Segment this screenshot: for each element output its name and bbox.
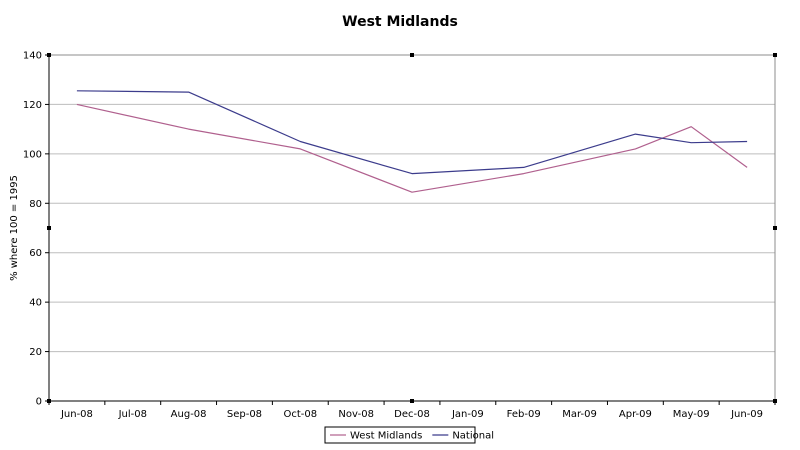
x-tick-label: May-09: [673, 409, 710, 420]
selection-handle: [773, 53, 777, 57]
y-tick-label: 120: [23, 100, 42, 111]
x-tick-label: Apr-09: [619, 409, 652, 420]
series-line: [76, 103, 748, 193]
selection-handle: [410, 53, 414, 57]
x-tick-label: Jul-08: [118, 409, 147, 420]
legend: West Midlands National: [324, 426, 494, 444]
y-tick-label: 100: [23, 149, 42, 160]
x-tick-label: Nov-08: [338, 409, 374, 420]
chart-title: West Midlands: [342, 14, 458, 30]
series-line: [76, 90, 748, 175]
x-tick-label: Feb-09: [507, 409, 541, 420]
x-tick-label: Mar-09: [562, 409, 597, 420]
legend-box: [324, 426, 476, 444]
x-tick-label: Aug-08: [171, 409, 207, 420]
x-tick-label: Jun-08: [60, 409, 93, 420]
plot-area: 0 20 40 60 80 100 120 140 Jun-08 Jul-08 Aug-08 Sep-…: [23, 51, 777, 420]
x-tick-label: Sep-08: [227, 409, 262, 420]
plot-border: [48, 54, 776, 402]
y-tick-label: 140: [23, 51, 42, 62]
y-tick-label: 20: [29, 347, 42, 358]
y-tick-label: 40: [29, 298, 42, 309]
legend-label: National: [452, 431, 494, 442]
selection-handle: [410, 399, 414, 403]
legend-label: West Midlands: [350, 431, 422, 442]
x-tick-label: Jun-09: [730, 409, 763, 420]
x-tick-label: Oct-08: [283, 409, 317, 420]
selection-handle: [47, 226, 51, 230]
y-tick-label: 0: [36, 397, 42, 408]
selection-handle: [773, 226, 777, 230]
x-tick-label: Jan-09: [451, 409, 484, 420]
y-tick-label: 60: [29, 248, 42, 259]
x-tick-label: Dec-08: [394, 409, 430, 420]
y-axis-label: % where 100 = 1995: [9, 175, 20, 281]
y-tick-label: 80: [29, 199, 42, 210]
